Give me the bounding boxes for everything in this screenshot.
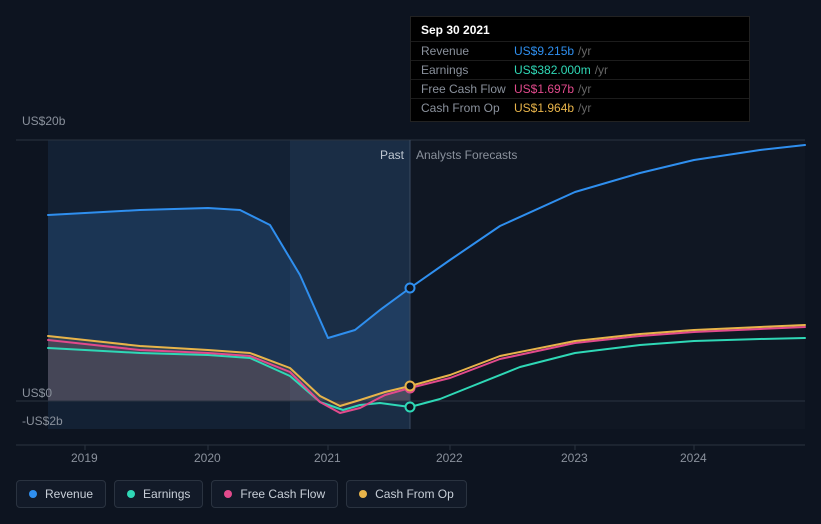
legend-label: Cash From Op [375, 487, 454, 501]
y-tick-label: US$0 [22, 386, 52, 400]
legend-dot-icon [29, 490, 37, 498]
tooltip-metric-label: Earnings [421, 63, 514, 77]
y-tick-label: -US$2b [22, 414, 63, 428]
x-tick-label: 2020 [194, 451, 221, 465]
tooltip-row: RevenueUS$9.215b/yr [411, 41, 749, 60]
legend-dot-icon [224, 490, 232, 498]
tooltip-unit: /yr [578, 44, 591, 58]
tooltip-metric-label: Free Cash Flow [421, 82, 514, 96]
tooltip-unit: /yr [578, 82, 591, 96]
tooltip-metric-label: Cash From Op [421, 101, 514, 115]
tooltip-metric-value: US$9.215b [514, 44, 574, 58]
tooltip-unit: /yr [578, 101, 591, 115]
tooltip-row: EarningsUS$382.000m/yr [411, 60, 749, 79]
legend-item-fcf[interactable]: Free Cash Flow [211, 480, 338, 508]
legend-dot-icon [359, 490, 367, 498]
legend-label: Revenue [45, 487, 93, 501]
financial-chart: US$20b US$0 -US$2b 2019 2020 2021 2022 2023 202… [0, 0, 821, 524]
tooltip-metric-value: US$1.697b [514, 82, 574, 96]
x-tick-label: 2024 [680, 451, 707, 465]
legend-dot-icon [127, 490, 135, 498]
legend-item-earnings[interactable]: Earnings [114, 480, 203, 508]
legend-label: Earnings [143, 487, 190, 501]
x-tick-label: 2019 [71, 451, 98, 465]
past-region-label: Past [380, 148, 404, 162]
tooltip-metric-value: US$1.964b [514, 101, 574, 115]
tooltip-row: Free Cash FlowUS$1.697b/yr [411, 79, 749, 98]
forecast-region-label: Analysts Forecasts [416, 148, 517, 162]
tooltip-date: Sep 30 2021 [411, 23, 749, 41]
x-tick-label: 2023 [561, 451, 588, 465]
x-tick-label: 2022 [436, 451, 463, 465]
tooltip-metric-value: US$382.000m [514, 63, 591, 77]
legend-item-cfo[interactable]: Cash From Op [346, 480, 467, 508]
legend: Revenue Earnings Free Cash Flow Cash From O… [16, 480, 467, 508]
legend-label: Free Cash Flow [240, 487, 325, 501]
tooltip-metric-label: Revenue [421, 44, 514, 58]
data-tooltip: Sep 30 2021 RevenueUS$9.215b/yrEarningsU… [410, 16, 750, 122]
tooltip-row: Cash From OpUS$1.964b/yr [411, 98, 749, 117]
x-tick-label: 2021 [314, 451, 341, 465]
tooltip-unit: /yr [595, 63, 608, 77]
legend-item-revenue[interactable]: Revenue [16, 480, 106, 508]
y-tick-label: US$20b [22, 114, 65, 128]
